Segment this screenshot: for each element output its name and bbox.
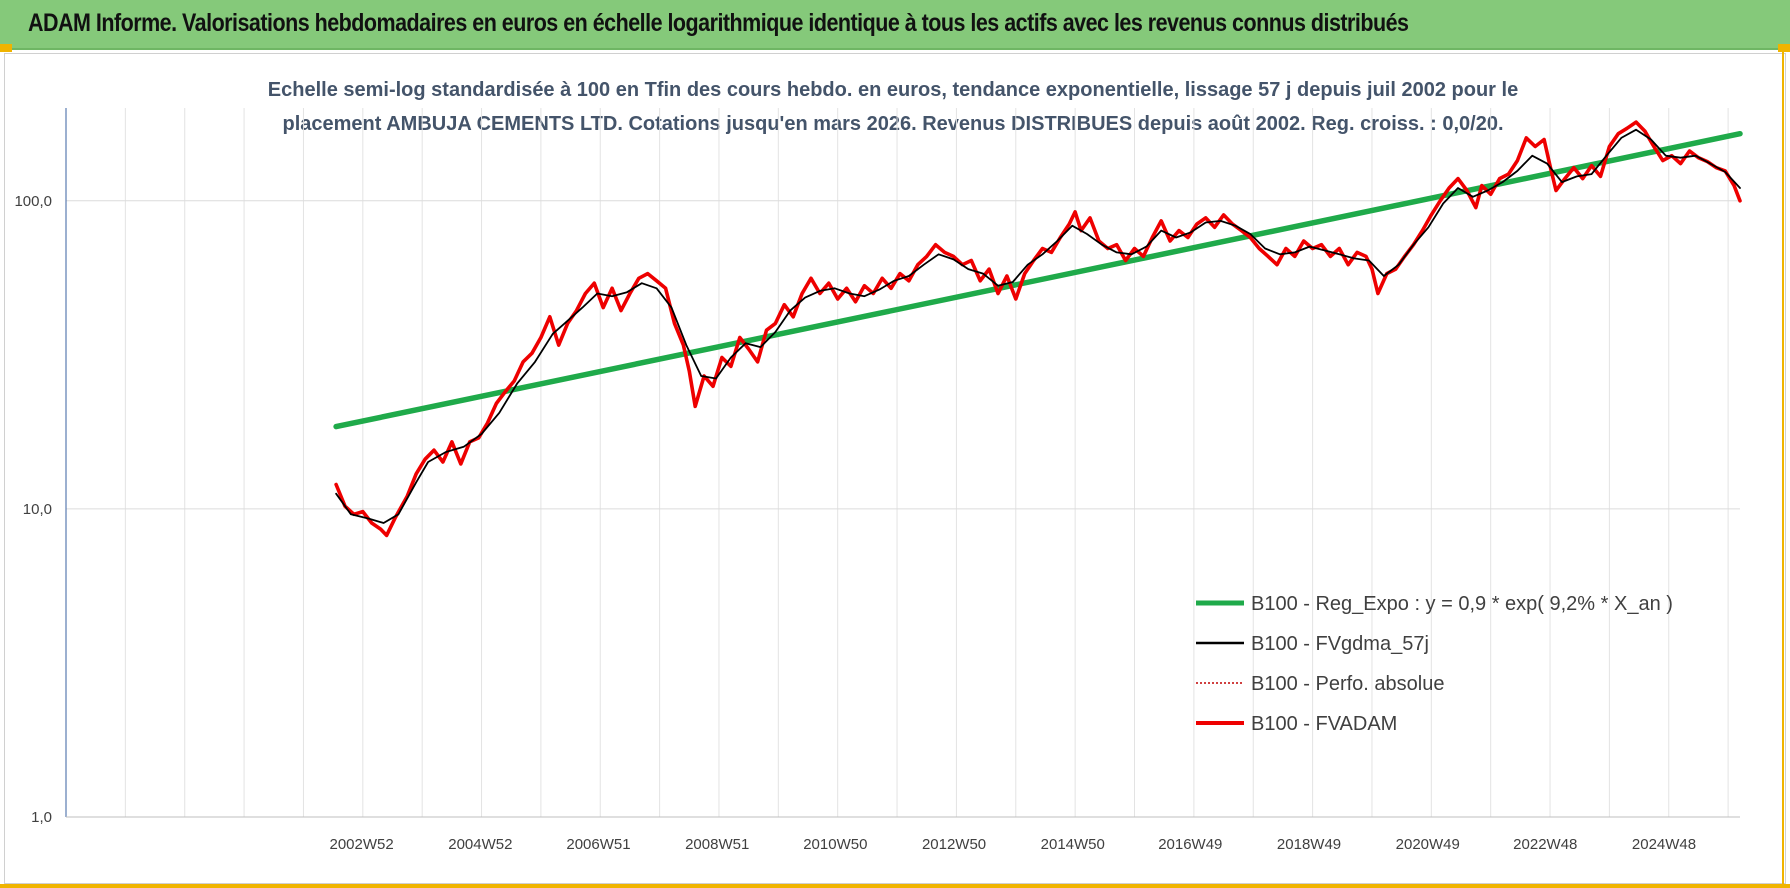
corner-marker-left	[0, 44, 12, 52]
legend-entry-label: B100 - FVgdma_57j	[1251, 633, 1429, 655]
x-tick-label: 2018W49	[1277, 836, 1341, 853]
series-line-fvadam	[334, 120, 1742, 538]
title-banner: ADAM Informe. Valorisations hebdomadaire…	[0, 0, 1790, 50]
series-lines	[333, 120, 1743, 538]
grid	[66, 108, 1740, 818]
legend: B100 - Reg_Expo : y = 0,9 * exp( 9,2% * …	[1196, 593, 1673, 735]
x-tick-label: 2008W51	[685, 836, 749, 853]
x-tick-label: 2012W50	[922, 836, 986, 853]
x-tick-label: 2002W52	[330, 836, 394, 853]
frame-edge-bottom	[0, 884, 1790, 888]
x-tick-label: 2016W49	[1158, 836, 1222, 853]
series-line-fvgdma	[335, 128, 1741, 524]
x-tick-label: 2010W50	[803, 836, 867, 853]
axes: 1,0 10,0 100,0 2002W52 2004W52 2006W51 2008W51…	[14, 108, 1740, 853]
y-tick-label: 100,0	[14, 193, 52, 210]
x-tick-label: 2020W49	[1396, 836, 1460, 853]
chart-frame	[4, 53, 1786, 884]
banner-title: ADAM Informe. Valorisations hebdomadaire…	[28, 9, 1409, 37]
x-tick-label: 2004W52	[448, 836, 512, 853]
corner-marker-right	[1778, 44, 1790, 52]
y-tick-label: 10,0	[23, 501, 52, 518]
x-tick-label: 2022W48	[1513, 836, 1577, 853]
frame-edge-right	[1782, 52, 1784, 888]
chart-subtitle-line-2: placement AMBUJA CEMENTS LTD. Cotations …	[283, 113, 1504, 135]
y-tick-label: 1,0	[31, 809, 52, 826]
x-tick-label: 2014W50	[1041, 836, 1105, 853]
x-tick-label: 2024W48	[1632, 836, 1696, 853]
chart-subtitle-line-1: Echelle semi-log standardisée à 100 en T…	[268, 79, 1518, 101]
x-tick-label: 2006W51	[566, 836, 630, 853]
legend-entry-label: B100 - Reg_Expo : y = 0,9 * exp( 9,2% * …	[1251, 593, 1673, 615]
legend-entry-label: B100 - FVADAM	[1251, 713, 1397, 735]
legend-entry-label: B100 - Perfo. absolue	[1251, 673, 1444, 695]
series-line-reg-expo	[333, 130, 1743, 430]
